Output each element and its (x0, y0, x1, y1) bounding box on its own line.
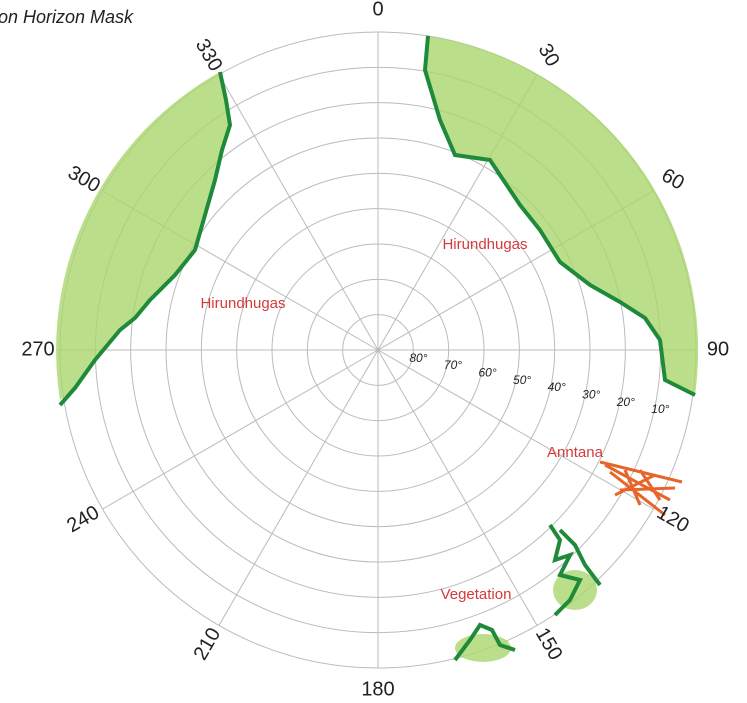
antenna-shape (599, 460, 683, 517)
elevation-label: 70° (444, 358, 462, 372)
azimuth-label: 300 (64, 162, 104, 198)
spoke (218, 74, 379, 351)
azimuth-label: 90 (707, 338, 729, 360)
vegetation-right (422, 35, 699, 397)
elevation-label: 60° (478, 365, 496, 379)
spoke (102, 349, 379, 510)
vegetation-left (56, 71, 233, 407)
spoke (218, 349, 379, 626)
annotation: Anntana (547, 444, 604, 461)
azimuth-label: 240 (63, 502, 103, 538)
vegetation-patches (453, 523, 602, 662)
azimuth-label: 120 (653, 502, 693, 538)
azimuth-label: 30 (534, 40, 564, 70)
elevation-label: 50° (513, 373, 531, 387)
azimuth-label: 330 (191, 35, 227, 75)
elevation-label: 80° (409, 351, 427, 365)
azimuth-label: 180 (361, 678, 394, 698)
annotation: Hirundhugas (442, 236, 527, 253)
title: on Horizon Mask (0, 7, 134, 27)
azimuth-label: 0 (372, 0, 383, 20)
annotation: Hirundhugas (200, 295, 285, 312)
azimuth-label: 210 (190, 624, 226, 664)
azimuth-label: 60 (658, 164, 688, 194)
annotation: Vegetation (441, 586, 512, 603)
elevation-label: 30° (582, 387, 600, 401)
azimuth-label: 150 (531, 624, 567, 664)
elevation-label: 20° (616, 395, 635, 409)
spoke (377, 349, 654, 510)
elevation-label: 10° (651, 402, 669, 416)
spoke (377, 349, 538, 626)
elevation-label: 40° (548, 380, 566, 394)
azimuth-label: 270 (21, 338, 54, 360)
